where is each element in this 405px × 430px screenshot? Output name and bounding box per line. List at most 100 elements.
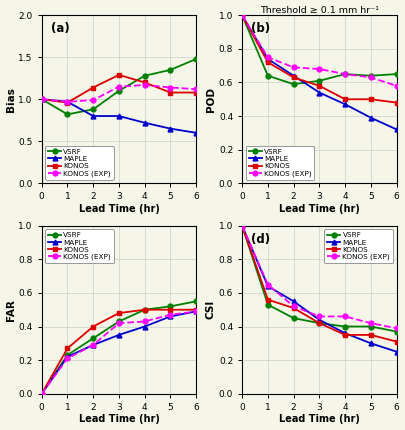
KONOS — [91, 324, 96, 329]
VSRF — [240, 223, 245, 228]
KONOS (EXP) — [39, 97, 44, 102]
Text: (d): (d) — [252, 233, 271, 246]
MAPLE — [194, 130, 198, 135]
MAPLE — [39, 97, 44, 102]
MAPLE — [291, 73, 296, 78]
KONOS — [317, 83, 322, 89]
KONOS (EXP) — [117, 321, 121, 326]
Legend: VSRF, MAPLE, KONOS, KONOS (EXP): VSRF, MAPLE, KONOS, KONOS (EXP) — [45, 146, 114, 180]
VSRF — [343, 71, 347, 77]
Line: MAPLE: MAPLE — [39, 309, 198, 396]
VSRF — [194, 56, 198, 61]
MAPLE — [317, 90, 322, 95]
VSRF — [117, 319, 121, 324]
KONOS — [369, 332, 373, 338]
Y-axis label: FAR: FAR — [6, 299, 15, 321]
KONOS (EXP) — [394, 326, 399, 331]
KONOS (EXP) — [168, 85, 173, 90]
MAPLE — [343, 102, 347, 107]
Line: VSRF: VSRF — [240, 223, 399, 334]
VSRF — [394, 329, 399, 334]
Line: KONOS: KONOS — [39, 307, 198, 396]
KONOS — [240, 13, 245, 18]
KONOS (EXP) — [91, 342, 96, 347]
KONOS (EXP) — [240, 223, 245, 228]
Legend: VSRF, MAPLE, KONOS, KONOS (EXP): VSRF, MAPLE, KONOS, KONOS (EXP) — [246, 146, 314, 180]
Line: VSRF: VSRF — [39, 56, 198, 117]
KONOS (EXP) — [369, 75, 373, 80]
KONOS — [265, 297, 270, 302]
Legend: VSRF, MAPLE, KONOS, KONOS (EXP): VSRF, MAPLE, KONOS, KONOS (EXP) — [324, 230, 393, 263]
VSRF — [39, 391, 44, 396]
Line: KONOS: KONOS — [39, 73, 198, 105]
KONOS (EXP) — [343, 314, 347, 319]
Line: VSRF: VSRF — [39, 299, 198, 396]
MAPLE — [265, 284, 270, 289]
Line: KONOS (EXP): KONOS (EXP) — [39, 309, 198, 396]
KONOS — [168, 90, 173, 95]
MAPLE — [343, 331, 347, 336]
Y-axis label: POD: POD — [206, 87, 216, 112]
KONOS (EXP) — [91, 98, 96, 103]
KONOS (EXP) — [117, 84, 121, 89]
KONOS — [117, 72, 121, 77]
VSRF — [142, 307, 147, 312]
VSRF — [240, 13, 245, 18]
MAPLE — [291, 299, 296, 304]
KONOS — [240, 223, 245, 228]
KONOS (EXP) — [194, 86, 198, 92]
VSRF — [65, 112, 70, 117]
KONOS — [39, 391, 44, 396]
VSRF — [291, 316, 296, 321]
Line: KONOS: KONOS — [240, 13, 399, 105]
VSRF — [343, 324, 347, 329]
VSRF — [369, 324, 373, 329]
MAPLE — [91, 114, 96, 119]
KONOS (EXP) — [168, 312, 173, 317]
MAPLE — [369, 115, 373, 120]
KONOS — [291, 75, 296, 80]
KONOS (EXP) — [39, 391, 44, 396]
VSRF — [265, 302, 270, 307]
KONOS — [343, 97, 347, 102]
KONOS (EXP) — [65, 356, 70, 361]
KONOS — [291, 305, 296, 310]
Line: KONOS (EXP): KONOS (EXP) — [240, 13, 399, 88]
KONOS — [65, 346, 70, 351]
KONOS (EXP) — [291, 304, 296, 309]
Y-axis label: CSI: CSI — [206, 300, 216, 319]
MAPLE — [168, 126, 173, 131]
KONOS — [317, 321, 322, 326]
X-axis label: Lead Time (hr): Lead Time (hr) — [79, 415, 160, 424]
VSRF — [194, 299, 198, 304]
KONOS — [142, 80, 147, 85]
VSRF — [317, 321, 322, 326]
MAPLE — [142, 120, 147, 125]
Line: KONOS: KONOS — [240, 223, 399, 344]
MAPLE — [142, 324, 147, 329]
KONOS (EXP) — [65, 99, 70, 104]
MAPLE — [240, 13, 245, 18]
MAPLE — [394, 127, 399, 132]
VSRF — [91, 336, 96, 341]
KONOS — [394, 339, 399, 344]
KONOS — [265, 60, 270, 65]
X-axis label: Lead Time (hr): Lead Time (hr) — [279, 204, 360, 214]
KONOS (EXP) — [369, 321, 373, 326]
KONOS — [39, 97, 44, 102]
X-axis label: Lead Time (hr): Lead Time (hr) — [279, 415, 360, 424]
MAPLE — [168, 314, 173, 319]
KONOS (EXP) — [265, 282, 270, 287]
MAPLE — [91, 342, 96, 347]
MAPLE — [394, 349, 399, 354]
MAPLE — [117, 332, 121, 338]
VSRF — [394, 71, 399, 77]
Text: (b): (b) — [252, 22, 271, 35]
MAPLE — [265, 56, 270, 61]
KONOS (EXP) — [142, 83, 147, 88]
Line: VSRF: VSRF — [240, 13, 399, 86]
Title: Threshold ≥ 0.1 mm hr⁻¹: Threshold ≥ 0.1 mm hr⁻¹ — [260, 6, 379, 15]
KONOS — [65, 100, 70, 105]
Line: MAPLE: MAPLE — [39, 97, 198, 135]
MAPLE — [65, 99, 70, 104]
